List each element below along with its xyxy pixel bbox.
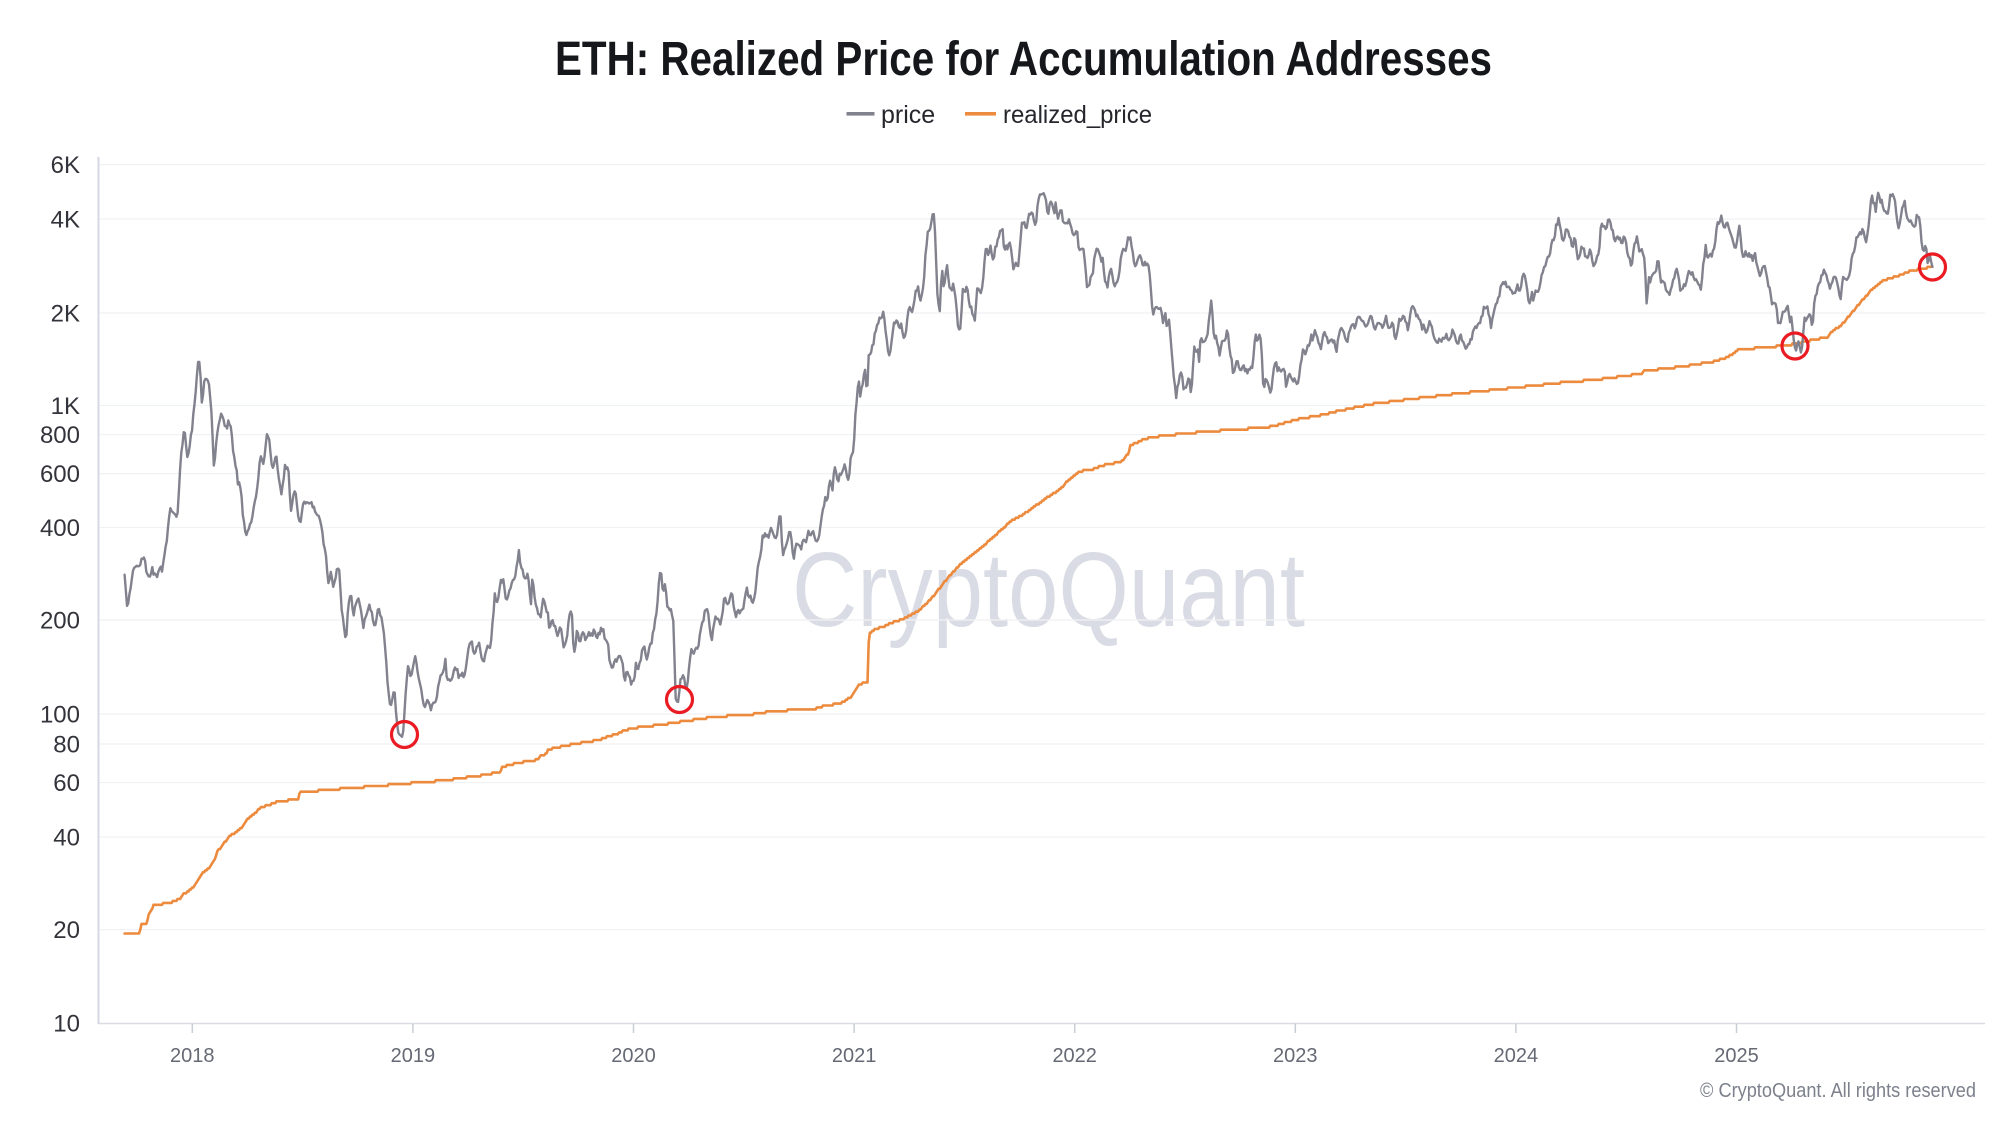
svg-text:price: price — [881, 101, 935, 129]
svg-text:2019: 2019 — [391, 1045, 436, 1067]
svg-text:80: 80 — [53, 731, 80, 758]
svg-text:realized_price: realized_price — [1003, 101, 1152, 129]
svg-text:© CryptoQuant. All rights rese: © CryptoQuant. All rights reserved — [1700, 1080, 1976, 1102]
svg-text:4K: 4K — [51, 206, 80, 233]
svg-text:60: 60 — [53, 770, 80, 797]
svg-text:2025: 2025 — [1714, 1045, 1759, 1067]
svg-text:2K: 2K — [51, 300, 80, 327]
svg-text:600: 600 — [40, 461, 80, 488]
svg-text:1K: 1K — [51, 393, 80, 420]
svg-text:2018: 2018 — [170, 1045, 215, 1067]
svg-text:2024: 2024 — [1494, 1045, 1539, 1067]
svg-text:400: 400 — [40, 515, 80, 542]
svg-text:2020: 2020 — [611, 1045, 656, 1067]
svg-text:10: 10 — [53, 1010, 80, 1037]
svg-text:6K: 6K — [51, 152, 80, 179]
svg-text:2021: 2021 — [832, 1045, 877, 1067]
svg-text:20: 20 — [53, 917, 80, 944]
svg-text:200: 200 — [40, 607, 80, 634]
svg-text:CryptoQuant: CryptoQuant — [792, 531, 1305, 649]
svg-text:2023: 2023 — [1273, 1045, 1318, 1067]
svg-text:100: 100 — [40, 701, 80, 728]
svg-text:40: 40 — [53, 824, 80, 851]
svg-text:ETH: Realized Price for Accumu: ETH: Realized Price for Accumulation Add… — [555, 33, 1492, 86]
svg-text:2022: 2022 — [1052, 1045, 1097, 1067]
svg-text:800: 800 — [40, 422, 80, 449]
